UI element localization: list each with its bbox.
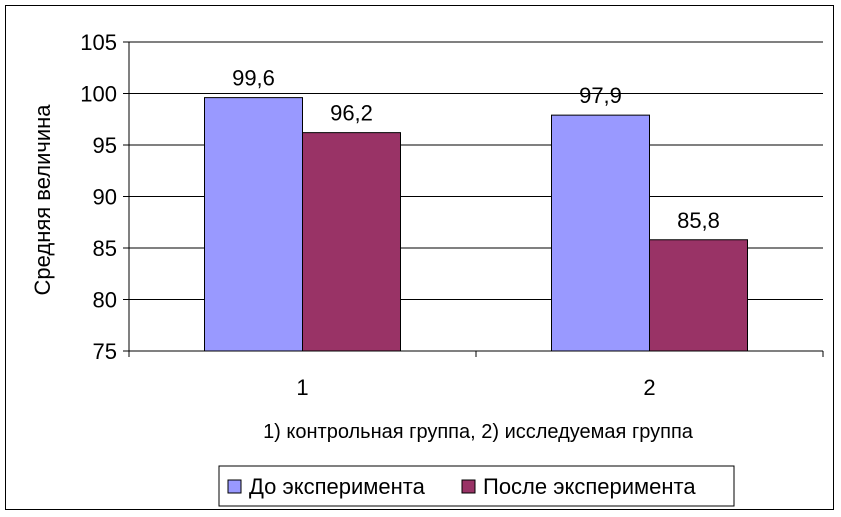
y-tick-label: 85 (93, 236, 117, 261)
bar (302, 132, 401, 352)
bar (204, 97, 303, 352)
bar (551, 114, 650, 352)
data-label: 85,8 (677, 208, 720, 233)
data-label: 96,2 (330, 101, 373, 126)
y-tick-label: 105 (80, 30, 117, 55)
axes: 75 80 85 90 95 100 105 1 2 (80, 30, 824, 400)
x-tick-label: 1 (296, 375, 308, 400)
x-axis-title: 1) контрольная группа, 2) исследуемая гр… (263, 421, 694, 443)
data-label: 97,9 (579, 83, 622, 108)
data-labels: 99,6 96,2 97,9 85,8 (232, 66, 720, 233)
y-tick-label: 100 (80, 82, 117, 107)
y-axis-title: Средняя величина (30, 104, 55, 296)
legend-frame (218, 465, 735, 507)
y-tick-label: 90 (93, 185, 117, 210)
y-tick-label: 80 (93, 288, 117, 313)
bar-chart: 75 80 85 90 95 100 105 1 2 99,6 96,2 97,9 85,8 Сред… (30, 30, 824, 507)
legend: До эксперимента После эксперимента (218, 465, 735, 507)
y-tick-label: 95 (93, 133, 117, 158)
bar (649, 239, 748, 352)
legend-label: До эксперимента (249, 474, 426, 499)
bars (204, 97, 748, 352)
x-tick-label: 2 (643, 375, 655, 400)
legend-label: После эксперимента (483, 474, 696, 499)
legend-swatch (227, 479, 242, 494)
chart-frame: 75 80 85 90 95 100 105 1 2 99,6 96,2 97,9 85,8 Сред… (5, 5, 834, 510)
y-tick-label: 75 (93, 339, 117, 364)
data-label: 99,6 (232, 66, 275, 91)
legend-swatch (461, 479, 476, 494)
